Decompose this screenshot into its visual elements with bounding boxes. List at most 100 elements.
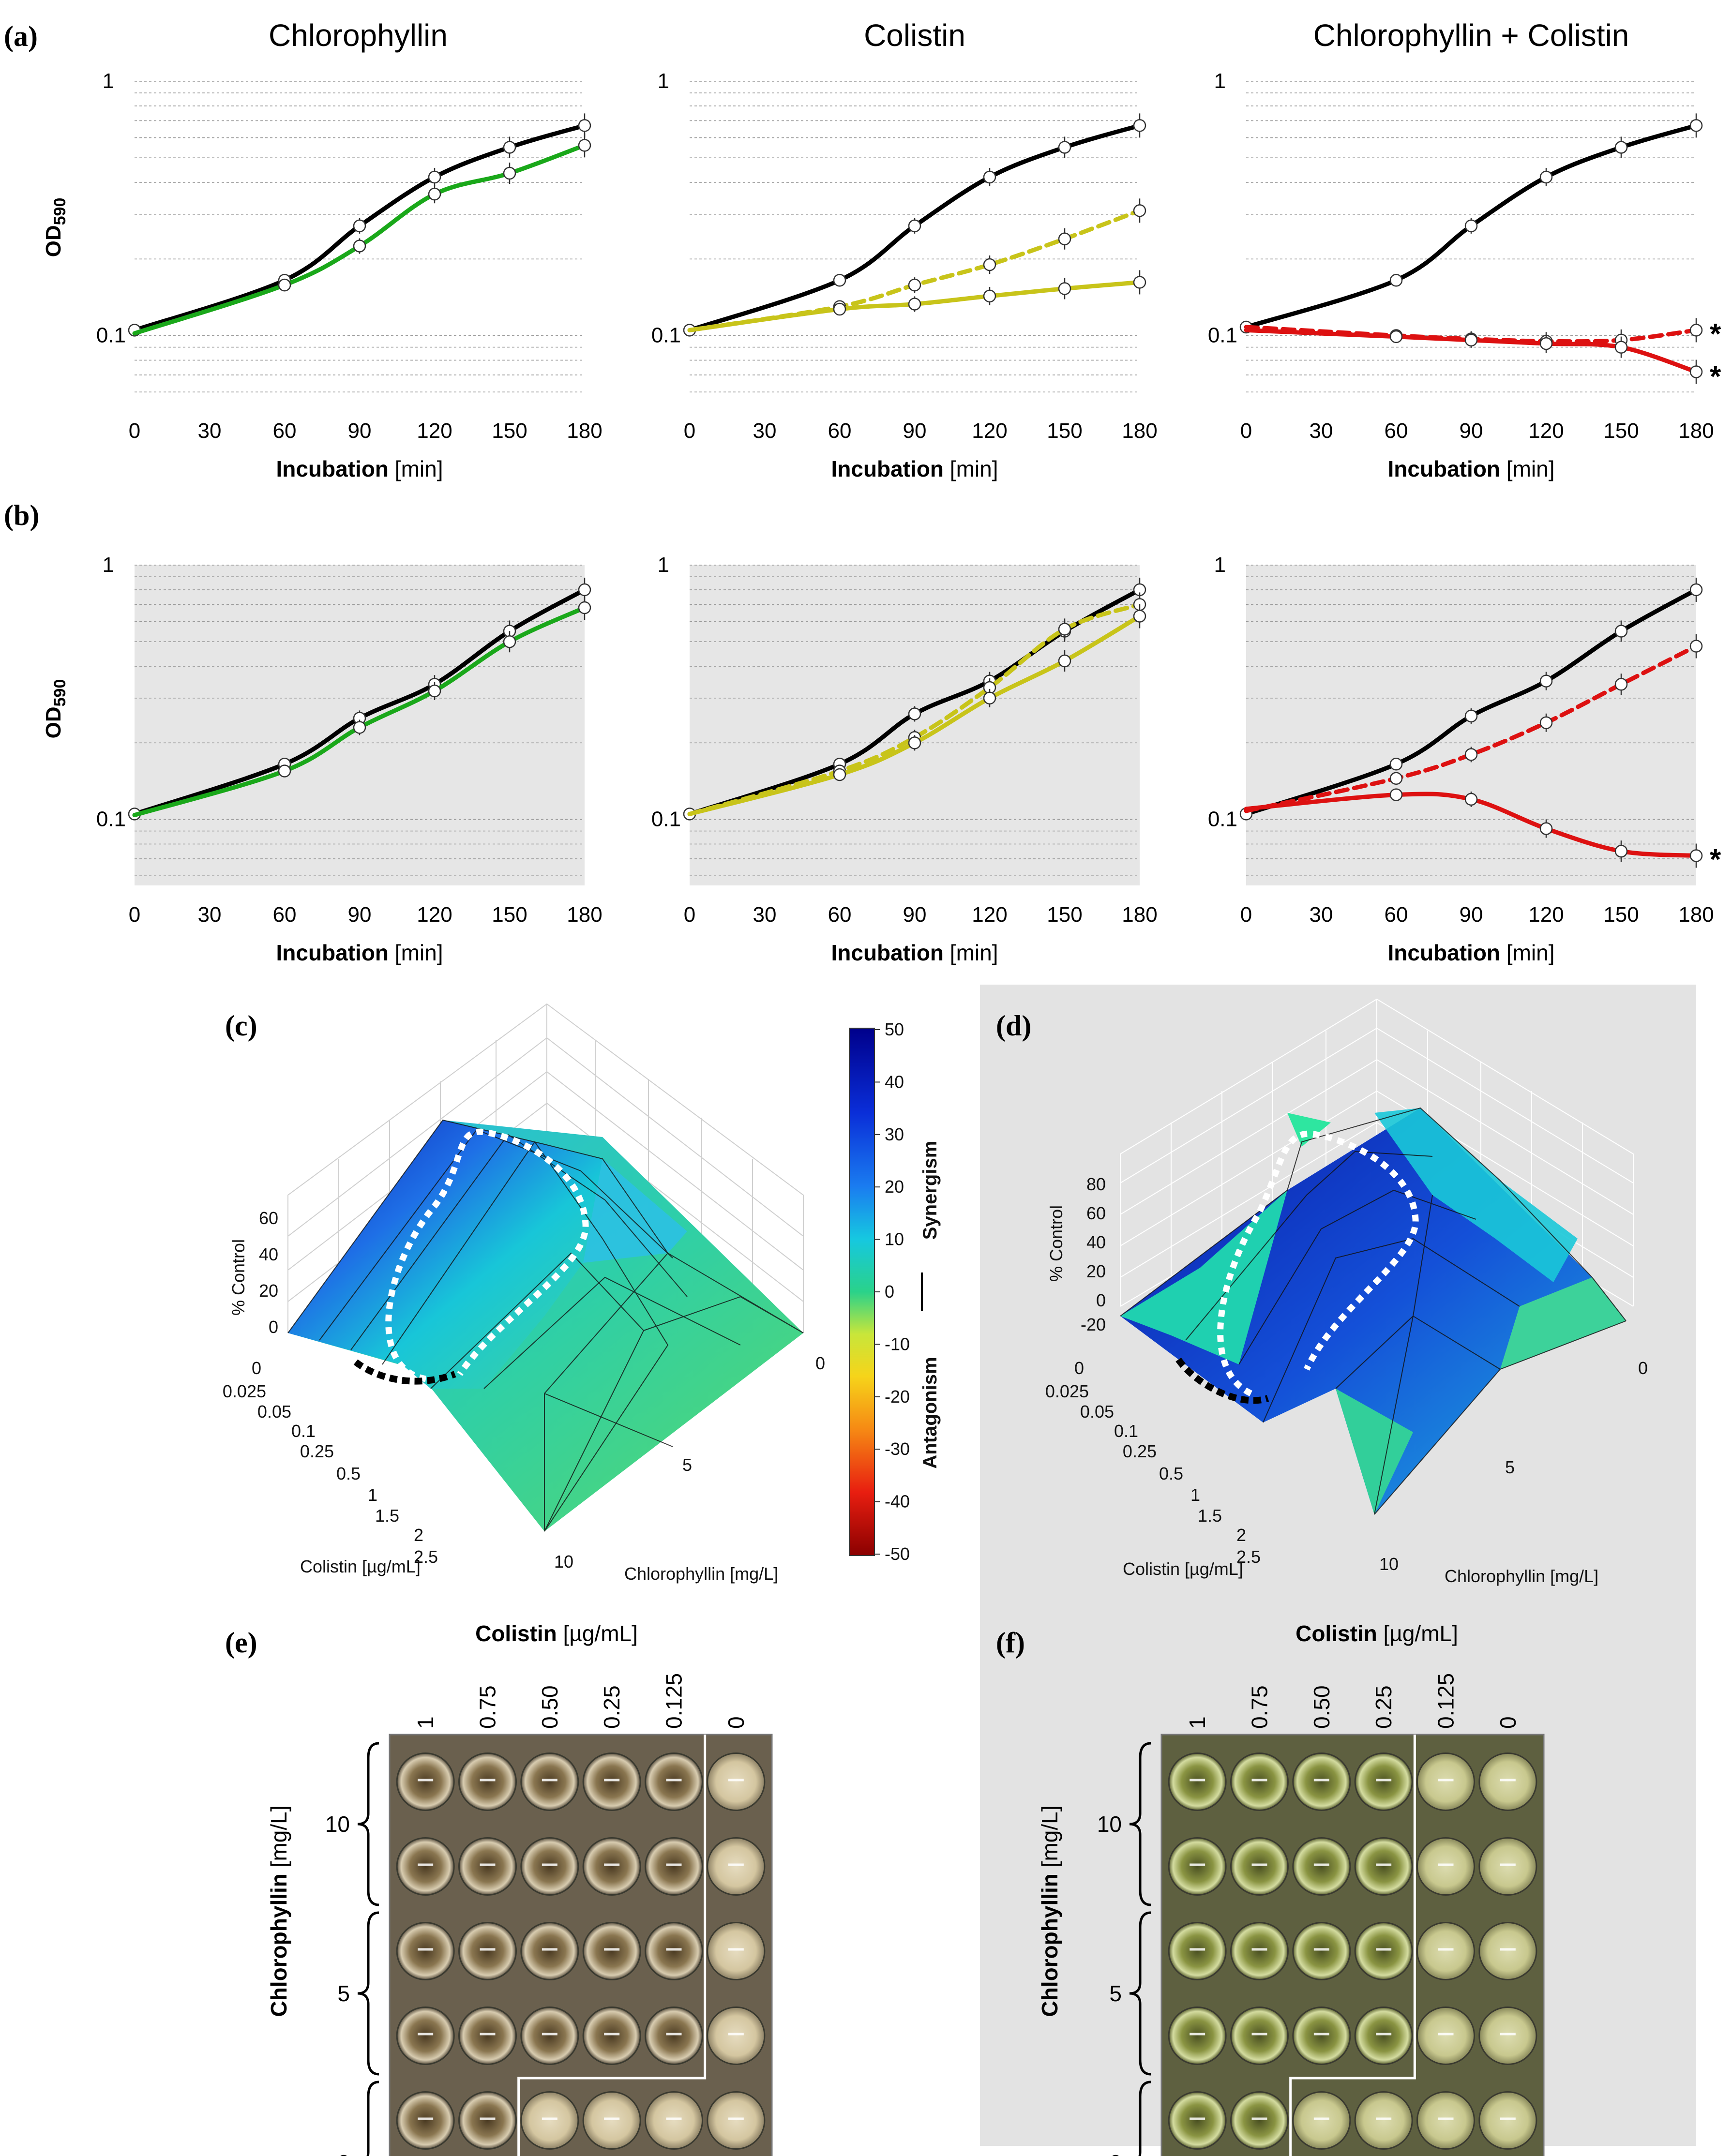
well-highlight <box>728 2117 744 2120</box>
data-point <box>1133 204 1146 217</box>
x-tick-label: 60 <box>273 419 297 443</box>
antagonism-label: Antagonism <box>919 1357 941 1468</box>
plate-well <box>1478 1752 1537 1812</box>
colorbar-tick-label: -40 <box>885 1492 910 1512</box>
panel-label-c: (c) <box>225 1010 257 1042</box>
well-highlight <box>604 1948 620 1951</box>
well-highlight <box>728 2033 744 2036</box>
surface-d-chl-tick: 5 <box>1505 1457 1515 1477</box>
data-point <box>503 635 516 648</box>
well-highlight <box>604 2033 620 2036</box>
data-point <box>1133 119 1146 132</box>
plate-well <box>582 2091 641 2150</box>
data-point <box>1464 709 1478 723</box>
data-point <box>1389 273 1403 287</box>
well-highlight <box>418 2117 434 2120</box>
surface-d-ztick: -20 <box>1081 1315 1106 1334</box>
plate-well <box>1230 2091 1289 2150</box>
y-tick-label: 1 <box>1214 553 1226 577</box>
plate-well <box>1478 2006 1537 2066</box>
x-tick-label: 120 <box>1528 419 1564 443</box>
well-highlight <box>604 2117 620 2120</box>
well-highlight <box>1438 1779 1454 1782</box>
row-group-brace <box>357 1911 379 2076</box>
plot-background <box>1246 565 1696 885</box>
x-tick-label: 150 <box>1603 903 1639 927</box>
surface-c-chl-tick: 10 <box>554 1552 573 1572</box>
plate-f-column-header: Colistin [µg/mL] <box>1295 1621 1458 1646</box>
plate-column-label: 0.50 <box>1309 1685 1334 1729</box>
plate-well <box>1416 1752 1476 1812</box>
data-point <box>1058 232 1071 245</box>
data-point <box>1539 822 1553 835</box>
y-tick-label: 1 <box>103 553 114 577</box>
well-highlight <box>1313 2033 1329 2036</box>
x-tick-label: 120 <box>417 903 452 927</box>
well-highlight <box>480 1948 496 1951</box>
x-tick-label: 180 <box>1678 903 1714 927</box>
surface-d-chl-label: Chlorophyllin [mg/L] <box>1445 1566 1598 1586</box>
row-group-brace <box>366 2081 379 2156</box>
x-tick-label: 30 <box>198 903 222 927</box>
plate-row-label: 5 <box>1109 1981 1122 2006</box>
plate-well <box>644 1752 704 1812</box>
surface-c-chl-label: Chlorophyllin [mg/L] <box>624 1564 778 1584</box>
well-highlight <box>418 2033 434 2036</box>
data-point <box>983 289 996 303</box>
svg-text:OD590: OD590 <box>42 198 69 257</box>
data-point <box>1614 844 1628 858</box>
well-highlight <box>1500 1863 1516 1866</box>
well-highlight <box>1438 1863 1454 1866</box>
plate-well <box>458 1752 517 1812</box>
data-point <box>1614 677 1628 691</box>
plate-row-label: 10 <box>325 1812 350 1837</box>
y-tick-label: 1 <box>103 69 114 93</box>
plate-well <box>1416 1837 1476 1896</box>
plate-well <box>1230 1837 1289 1896</box>
plate-e: 1 0.75 0.50 0.25 0.125 0 10 5 0 <box>325 1673 773 2156</box>
data-point <box>833 273 846 287</box>
synergy-outline-c <box>385 1128 589 1382</box>
surface-c-zlabel: % Control <box>228 1239 248 1316</box>
well-highlight <box>480 1863 496 1866</box>
plate-well <box>1416 2006 1476 2066</box>
plate-well <box>458 1837 517 1896</box>
data-point <box>1464 748 1478 761</box>
series-combination <box>1244 328 1703 384</box>
line-chart-6: 1 0.1 0 30 60 90 120 150 180 Incubation [min] * <box>1208 553 1721 965</box>
x-tick-label: 0 <box>129 903 140 927</box>
colistin-tick-label: 0.1 <box>291 1421 316 1441</box>
plate-column-label: 0.50 <box>537 1685 562 1729</box>
plate-well <box>1292 1752 1351 1812</box>
surface-d-top <box>1287 1113 1331 1147</box>
data-point <box>578 601 591 614</box>
mic-boundary-e <box>517 1735 707 2156</box>
colorbar-tick-label: -30 <box>885 1439 910 1459</box>
well-highlight <box>1376 1863 1392 1866</box>
surface-d-left <box>1120 1190 1287 1364</box>
plate-well <box>707 2091 766 2150</box>
synergism-label: Synergism <box>919 1141 941 1240</box>
series-colistin <box>687 270 1146 332</box>
plate-column-label: 0.75 <box>1247 1685 1272 1729</box>
data-point <box>1614 625 1628 638</box>
well-highlight <box>1500 1948 1516 1951</box>
line-chart-5: 1 0.1 0 30 60 90 120 150 180 Incubation [min] <box>651 553 1158 965</box>
well-highlight <box>1313 2117 1329 2120</box>
data-point <box>908 298 921 311</box>
well-highlight <box>542 1948 557 1951</box>
colistin-tick-label: 1 <box>368 1485 377 1505</box>
data-point <box>908 707 921 720</box>
plate-column-label: 1 <box>413 1716 438 1729</box>
data-point <box>1058 654 1071 668</box>
well-highlight <box>1500 1779 1516 1782</box>
data-point <box>1689 365 1703 378</box>
row-group-brace <box>1129 1742 1151 1906</box>
colistin-tick-label: 0.1 <box>1114 1421 1138 1441</box>
antagonism-outline-c <box>353 1359 456 1385</box>
data-point <box>1058 282 1071 295</box>
surface-d-ztick: 0 <box>1096 1290 1106 1310</box>
x-tick-label: 60 <box>1385 419 1408 443</box>
plate-column-label: 0.25 <box>1371 1685 1396 1729</box>
plate-e-row-header: Chlorophyllin [mg/L] <box>266 1805 291 2017</box>
